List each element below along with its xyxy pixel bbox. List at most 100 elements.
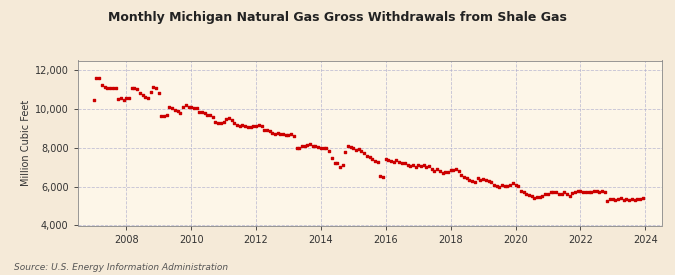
Text: Monthly Michigan Natural Gas Gross Withdrawals from Shale Gas: Monthly Michigan Natural Gas Gross Withd…: [108, 11, 567, 24]
Point: [602, 199, 613, 204]
Point: [548, 189, 559, 194]
Point: [559, 190, 570, 195]
Point: [483, 179, 494, 183]
Point: [126, 86, 137, 90]
Point: [572, 188, 583, 193]
Point: [356, 148, 367, 153]
Point: [245, 125, 256, 130]
Point: [472, 176, 483, 180]
Point: [521, 192, 532, 197]
Point: [221, 117, 232, 121]
Point: [153, 91, 164, 95]
Point: [175, 110, 186, 115]
Point: [267, 131, 277, 136]
Point: [145, 89, 156, 94]
Point: [102, 86, 113, 90]
Point: [554, 192, 564, 197]
Point: [172, 109, 183, 113]
Point: [205, 113, 215, 117]
Point: [151, 86, 161, 90]
Point: [402, 163, 413, 167]
Point: [218, 119, 229, 124]
Point: [124, 96, 134, 100]
Point: [616, 196, 626, 200]
Point: [610, 198, 621, 202]
Point: [567, 191, 578, 196]
Point: [350, 148, 361, 152]
Point: [297, 144, 308, 148]
Point: [129, 86, 140, 90]
Point: [194, 110, 205, 114]
Point: [156, 114, 167, 118]
Point: [459, 175, 470, 179]
Point: [331, 161, 342, 166]
Point: [226, 117, 237, 122]
Point: [321, 146, 332, 150]
Point: [294, 146, 304, 150]
Point: [289, 134, 300, 138]
Point: [591, 188, 602, 193]
Point: [397, 161, 408, 166]
Point: [608, 197, 618, 202]
Point: [394, 160, 405, 165]
Point: [421, 165, 432, 169]
Point: [362, 153, 373, 158]
Point: [348, 146, 358, 150]
Point: [629, 198, 640, 202]
Point: [323, 148, 334, 153]
Point: [597, 188, 608, 193]
Point: [423, 164, 434, 169]
Point: [618, 198, 629, 202]
Point: [637, 196, 648, 200]
Point: [326, 155, 337, 160]
Point: [367, 157, 377, 162]
Point: [556, 192, 567, 197]
Point: [505, 183, 516, 187]
Point: [250, 124, 261, 129]
Point: [551, 190, 562, 195]
Point: [413, 163, 424, 167]
Point: [223, 116, 234, 120]
Point: [148, 84, 159, 89]
Point: [99, 84, 110, 89]
Point: [315, 146, 326, 150]
Point: [237, 122, 248, 127]
Point: [494, 185, 505, 189]
Point: [242, 125, 253, 130]
Text: Source: U.S. Energy Information Administration: Source: U.S. Energy Information Administ…: [14, 263, 227, 272]
Point: [589, 188, 599, 193]
Point: [535, 195, 545, 200]
Point: [199, 111, 210, 115]
Point: [467, 179, 478, 183]
Point: [464, 178, 475, 182]
Point: [537, 194, 548, 199]
Point: [613, 197, 624, 202]
Point: [134, 90, 145, 95]
Point: [121, 96, 132, 101]
Point: [583, 189, 594, 194]
Point: [415, 164, 426, 169]
Point: [518, 190, 529, 195]
Point: [529, 196, 540, 200]
Point: [375, 174, 385, 178]
Point: [621, 197, 632, 202]
Point: [94, 76, 105, 81]
Point: [475, 178, 486, 182]
Point: [599, 190, 610, 195]
Point: [405, 164, 416, 169]
Point: [232, 122, 242, 127]
Point: [88, 98, 99, 102]
Point: [107, 86, 118, 90]
Point: [364, 154, 375, 159]
Point: [234, 124, 245, 129]
Point: [429, 169, 440, 173]
Point: [340, 150, 350, 154]
Point: [481, 178, 491, 182]
Point: [586, 190, 597, 195]
Point: [354, 147, 364, 151]
Point: [516, 188, 526, 193]
Point: [502, 183, 513, 188]
Point: [489, 183, 500, 187]
Point: [283, 133, 294, 138]
Point: [305, 142, 316, 146]
